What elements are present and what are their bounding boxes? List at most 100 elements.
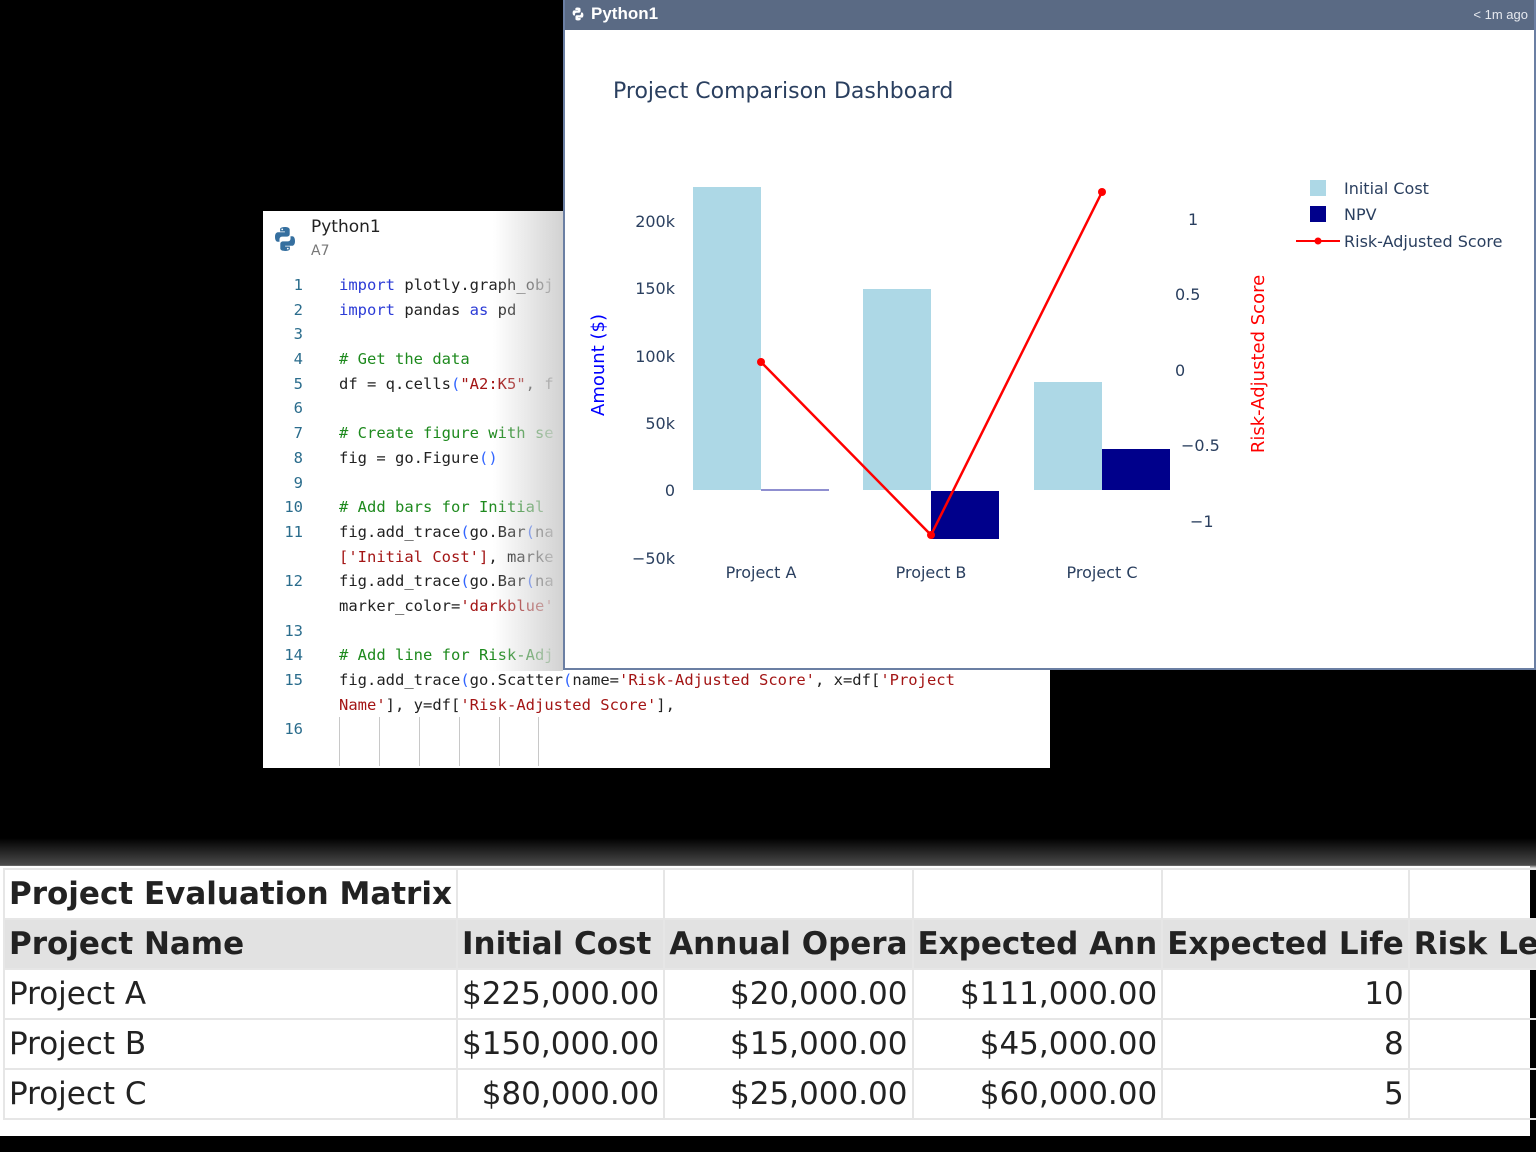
header-cell[interactable]: Expected Life <box>1161 918 1410 970</box>
line-number: 9 <box>293 473 303 492</box>
y2-axis-label: Risk-Adjusted Score <box>1248 275 1269 453</box>
svg-text:Project B: Project B <box>896 563 967 582</box>
empty-cell[interactable] <box>663 868 914 920</box>
code-cell-reference: A7 <box>311 243 330 259</box>
line-number: 1 <box>293 276 303 294</box>
empty-cell[interactable] <box>1161 868 1410 920</box>
python-logo-icon <box>572 7 584 21</box>
cell[interactable]: $25,000.00 <box>663 1068 914 1120</box>
line-number: 14 <box>284 646 303 665</box>
code-line: 8 fig = go.Figure() <box>263 446 1050 471</box>
legend-swatch-npv-icon <box>1310 206 1326 222</box>
svg-text:50k: 50k <box>645 414 675 433</box>
empty-cell[interactable] <box>911 868 1164 920</box>
cell[interactable]: $111,000.00 <box>911 968 1164 1020</box>
line-number: 7 <box>293 424 303 443</box>
empty-cell[interactable] <box>455 868 666 920</box>
table-title-cell[interactable]: Project Evaluation Matrix <box>3 868 458 920</box>
cell[interactable]: 4 <box>1407 1068 1536 1120</box>
code-line: 4 # Get the data <box>263 347 1050 372</box>
empty-cell[interactable] <box>1407 868 1536 920</box>
point-project-b <box>927 531 935 539</box>
series-initial-cost[interactable] <box>693 187 1102 490</box>
code-line: 13 <box>263 619 1050 644</box>
project-evaluation-table[interactable]: Project Evaluation Matrix Project Name I… <box>3 868 1536 1120</box>
line-number: 5 <box>293 374 303 393</box>
svg-text:−50k: −50k <box>632 549 676 568</box>
legend-item-risk-adjusted-score: Risk-Adjusted Score <box>1296 232 1503 251</box>
cell[interactable]: $20,000.00 <box>663 968 914 1020</box>
line-number: 13 <box>284 621 303 640</box>
line-number: 10 <box>284 498 303 517</box>
bar-npv-project-a <box>761 489 829 491</box>
code-line: 9 <box>263 471 1050 496</box>
chart-window-titlebar[interactable]: Python1 < 1m ago <box>565 0 1534 30</box>
cell[interactable]: Project A <box>3 968 458 1020</box>
svg-text:100k: 100k <box>635 347 676 366</box>
cell[interactable]: Project B <box>3 1018 458 1070</box>
svg-text:1: 1 <box>1188 210 1198 229</box>
cell[interactable]: $150,000.00 <box>455 1018 666 1070</box>
code-line: 6 <box>263 396 1050 421</box>
code-panel-header: Python1 A7 <box>263 211 1050 267</box>
cell[interactable]: 2 <box>1407 968 1536 1020</box>
chart-title: Project Comparison Dashboard <box>613 79 953 104</box>
cell[interactable]: 8 <box>1161 1018 1410 1070</box>
code-line-wrap: Name'], y=df['Risk-Adjusted Score'], <box>339 695 675 714</box>
svg-text:150k: 150k <box>635 279 676 298</box>
series-npv[interactable] <box>761 449 1170 539</box>
chart-window-title: Python1 <box>591 4 659 23</box>
line-number: 4 <box>293 350 303 369</box>
sheet-shadow <box>0 838 1536 868</box>
bar-initial-cost-project-b <box>863 289 931 490</box>
cell[interactable]: 3 <box>1407 1018 1536 1070</box>
table-row: Project B $150,000.00 $15,000.00 $45,000… <box>3 1018 1536 1070</box>
cell[interactable]: $45,000.00 <box>911 1018 1164 1070</box>
header-cell[interactable]: Expected Ann <box>911 918 1164 970</box>
svg-text:Project A: Project A <box>726 563 797 582</box>
header-cell[interactable]: Annual Opera <box>663 918 914 970</box>
cell[interactable]: $60,000.00 <box>911 1068 1164 1120</box>
svg-text:0: 0 <box>665 481 675 500</box>
series-risk-adjusted-score[interactable] <box>757 188 1106 539</box>
point-project-a <box>757 358 765 366</box>
code-line: 16 mode='lines+markers', line=dict(color… <box>263 717 1050 767</box>
cell[interactable]: $225,000.00 <box>455 968 666 1020</box>
svg-text:NPV: NPV <box>1344 205 1377 224</box>
svg-text:Project C: Project C <box>1067 563 1138 582</box>
table-title-row: Project Evaluation Matrix <box>3 868 1536 920</box>
cell[interactable]: 5 <box>1161 1068 1410 1120</box>
line-number: 16 <box>284 720 303 739</box>
chart-legend[interactable]: Initial Cost NPV Risk-Adjusted Score <box>1296 179 1503 251</box>
header-cell[interactable]: Project Name <box>3 918 458 970</box>
point-project-c <box>1098 188 1106 196</box>
plotly-chart[interactable]: Project Comparison Dashboard 200k 150k 1… <box>565 0 1536 668</box>
legend-item-npv: NPV <box>1310 205 1377 224</box>
table-row: Project A $225,000.00 $20,000.00 $111,00… <box>3 968 1536 1020</box>
legend-item-initial-cost: Initial Cost <box>1310 179 1429 198</box>
cell[interactable]: 10 <box>1161 968 1410 1020</box>
line-number: 15 <box>284 671 303 689</box>
line-number: 3 <box>293 325 303 344</box>
cell[interactable]: $80,000.00 <box>455 1068 666 1120</box>
y-axis-ticks: 200k 150k 100k 50k 0 −50k <box>632 212 676 568</box>
table-header-row: Project Name Initial Cost Annual Opera E… <box>3 918 1536 970</box>
header-cell[interactable]: Risk Level (1- <box>1407 918 1536 970</box>
spreadsheet-grid[interactable]: Project Evaluation Matrix Project Name I… <box>0 866 1536 1136</box>
chart-output-window: Python1 < 1m ago Project Comparison Dash… <box>563 0 1536 670</box>
line-number: 11 <box>284 522 303 541</box>
code-line: 3 <box>263 322 1050 347</box>
python-logo-icon <box>275 227 295 251</box>
svg-text:−1: −1 <box>1190 512 1214 531</box>
svg-text:200k: 200k <box>635 212 676 231</box>
line-number: 8 <box>293 448 303 467</box>
line-number: 2 <box>293 300 303 319</box>
svg-text:Risk-Adjusted Score: Risk-Adjusted Score <box>1344 232 1503 251</box>
cell[interactable]: Project C <box>3 1068 458 1120</box>
svg-text:−0.5: −0.5 <box>1181 436 1220 455</box>
overlap-shadow <box>493 211 563 671</box>
line-number: 12 <box>284 572 303 591</box>
header-cell[interactable]: Initial Cost <box>455 918 666 970</box>
cell[interactable]: $15,000.00 <box>663 1018 914 1070</box>
bar-initial-cost-project-a <box>693 187 761 490</box>
